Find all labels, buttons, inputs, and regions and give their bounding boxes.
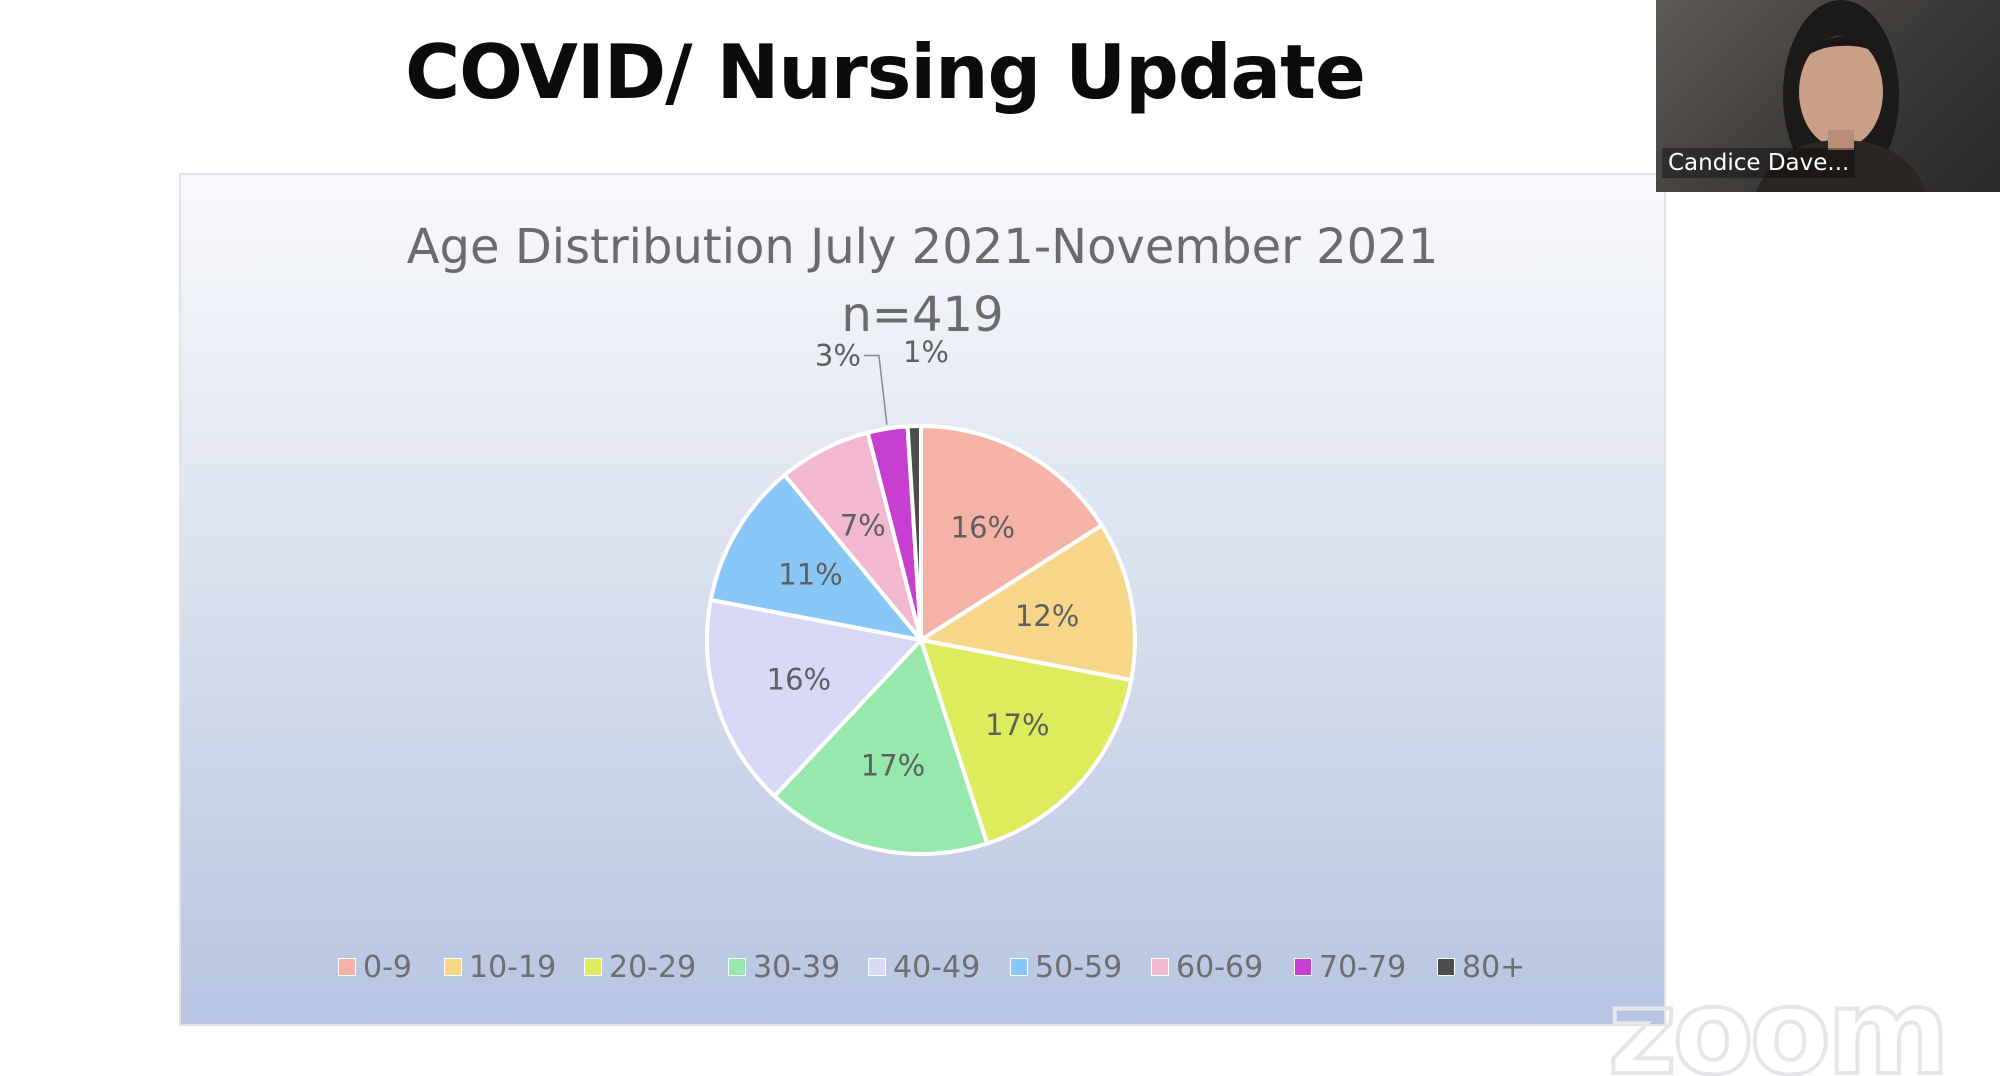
- pie-slice-10-19: [919, 523, 1137, 683]
- legend-swatch: [444, 958, 462, 976]
- legend-label: 70-79: [1319, 949, 1407, 985]
- data-label-60-69: 7%: [840, 509, 886, 543]
- legend-item-20-29: 20-29: [584, 945, 696, 989]
- slide-title: COVID/ Nursing Update: [405, 28, 1366, 116]
- legend-item-80+: 80+: [1437, 945, 1525, 989]
- data-label-30-39: 17%: [861, 748, 925, 782]
- data-label-40-49: 16%: [767, 663, 831, 697]
- legend-item-60-69: 60-69: [1151, 945, 1263, 989]
- pie-slice-50-59: [708, 473, 923, 642]
- legend-label: 10-19: [469, 949, 557, 985]
- pie-slice-0-9: [919, 424, 1104, 642]
- legend-item-70-79: 70-79: [1294, 945, 1406, 989]
- legend-swatch: [1437, 958, 1455, 976]
- chart-legend: 0-9 10-19 20-29 30-39 40-49 50-59 60-69 70-79 80…: [0, 945, 2000, 989]
- data-label-80+: 1%: [903, 335, 949, 369]
- legend-label: 80+: [1462, 949, 1526, 985]
- data-label-20-29: 17%: [985, 708, 1049, 742]
- legend-label: 30-39: [753, 949, 841, 985]
- legend-swatch: [338, 958, 356, 976]
- legend-item-30-39: 30-39: [728, 945, 840, 989]
- legend-item-0-9: 0-9: [338, 945, 412, 989]
- legend-swatch: [728, 958, 746, 976]
- data-label-0-9: 16%: [951, 511, 1015, 545]
- data-label-10-19: 12%: [1015, 599, 1079, 633]
- data-label-50-59: 11%: [778, 558, 842, 592]
- participant-avatar: [1756, 0, 1926, 192]
- pie-slice-40-49: [705, 597, 923, 798]
- svg-text:zoom: zoom: [1608, 985, 1946, 1076]
- leader-line-70-79: [863, 354, 888, 425]
- legend-label: 60-69: [1176, 949, 1264, 985]
- legend-label: 20-29: [609, 949, 697, 985]
- legend-label: 50-59: [1035, 949, 1123, 985]
- legend-label: 40-49: [893, 949, 981, 985]
- legend-swatch: [1151, 958, 1169, 976]
- participant-video-tile[interactable]: Candice Dave...: [1656, 0, 2000, 192]
- pie-slice-80+: [905, 423, 923, 642]
- pie-slice-30-39: [772, 638, 990, 856]
- legend-item-50-59: 50-59: [1010, 945, 1122, 989]
- pie-slice-20-29: [919, 638, 1134, 846]
- participant-name: Candice Dave...: [1662, 148, 1856, 178]
- chart-title: Age Distribution July 2021-November 2021: [406, 219, 1439, 275]
- legend-swatch: [868, 958, 886, 976]
- legend-swatch: [584, 958, 602, 976]
- legend-item-40-49: 40-49: [868, 945, 980, 989]
- legend-swatch: [1294, 958, 1312, 976]
- legend-label: 0-9: [363, 949, 412, 985]
- legend-item-10-19: 10-19: [444, 945, 556, 989]
- chart-subtitle: n=419: [841, 287, 1004, 343]
- legend-swatch: [1010, 958, 1028, 976]
- zoom-watermark: zoom: [1608, 985, 1948, 1076]
- data-label-70-79: 3%: [815, 339, 861, 373]
